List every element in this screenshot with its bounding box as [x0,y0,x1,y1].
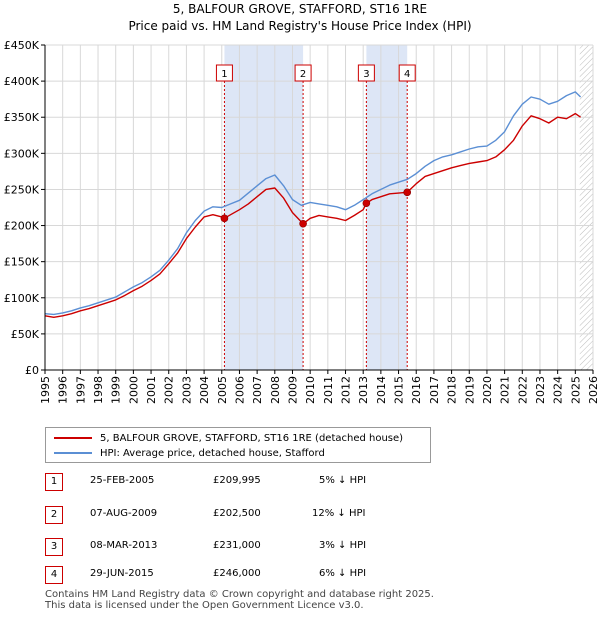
legend-item-property: 5, BALFOUR GROVE, STAFFORD, ST16 1RE (de… [54,431,403,445]
x-tick-label: 2013 [357,376,370,404]
x-tick-label: 2023 [534,376,547,404]
x-tick-label: 2020 [481,376,494,404]
x-tick-label: 1997 [74,376,87,404]
x-tick-label: 2021 [499,376,512,404]
footer-line-2: This data is licensed under the Open Gov… [45,600,364,611]
table-row: 2 07-AUG-2009 £202,500 12% ↓ HPI [45,506,465,524]
sale-number-label: 1 [221,69,227,80]
sale-point [362,199,371,207]
sale-price: £246,000 [213,568,261,579]
x-tick-label: 1999 [110,376,123,404]
sale-number-label: 3 [363,69,369,80]
sale-point [220,214,229,223]
x-tick-label: 2025 [569,376,582,404]
sale-number-box [398,64,416,82]
sale-hpi-diff: 12% ↓ HPI [312,508,366,519]
sale-point [299,219,307,228]
table-row: 1 25-FEB-2005 £209,995 5% ↓ HPI [45,473,465,491]
x-tick-label: 2003 [180,376,193,404]
legend-item-hpi: HPI: Average price, detached house, Staf… [54,446,325,460]
y-tick-label: £50K [11,328,40,341]
chart-legend: 5, BALFOUR GROVE, STAFFORD, ST16 1RE (de… [45,427,431,463]
sale-price: £209,995 [213,475,261,486]
sale-point [403,188,412,197]
sale-hpi-diff: 6% ↓ HPI [319,568,367,579]
y-tick-label: £150K [4,256,40,269]
x-tick-label: 2014 [375,376,388,404]
plot-area [45,45,593,370]
x-tick-label: 2018 [446,376,459,404]
x-tick-label: 1996 [57,376,70,404]
sale-number-label: 2 [300,69,306,80]
y-tick-label: £400K [4,75,40,88]
sale-hpi-diff: 3% ↓ HPI [319,540,367,551]
sale-number-badge: 4 [45,566,63,584]
chart-title: 5, BALFOUR GROVE, STAFFORD, ST16 1RE [172,2,428,16]
x-tick-label: 2010 [304,376,317,404]
y-tick-label: £350K [4,111,40,124]
x-tick-label: 2007 [251,376,264,404]
x-tick-label: 2008 [269,376,282,404]
sale-number-badge: 3 [45,538,63,556]
forecast-hatch [579,45,593,370]
series-line-hpi [44,91,582,316]
x-tick-label: 2015 [393,376,406,404]
x-tick-label: 2001 [145,376,158,404]
chart-subtitle: Price paid vs. HM Land Registry's House … [128,19,472,33]
x-tick-label: 2022 [516,376,529,404]
x-tick-label: 2024 [552,376,565,404]
table-row: 4 29-JUN-2015 £246,000 6% ↓ HPI [45,566,465,584]
sale-period-shade [366,45,408,370]
sale-price: £202,500 [213,508,261,519]
sale-number-box [357,64,375,82]
legend-label-hpi: HPI: Average price, detached house, Staf… [100,447,325,459]
footer-attribution: Contains HM Land Registry data © Crown c… [45,589,434,611]
legend-label-property: 5, BALFOUR GROVE, STAFFORD, ST16 1RE (de… [100,432,404,444]
sale-number-badge: 1 [45,473,63,491]
sale-number-box [294,64,312,82]
x-tick-label: 2002 [163,376,176,404]
series-line-property [44,112,581,318]
price-chart: 1 2 3 4 £0 £50K £100K £150K £200K £250K £300K £350… [4,39,600,404]
x-tick-label: 2004 [198,376,211,404]
y-tick-label: £300K [4,147,40,160]
legend-swatch-hpi [54,452,92,454]
footer-line-1: Contains HM Land Registry data © Crown c… [45,589,434,600]
sale-date: 07-AUG-2009 [90,508,158,519]
sale-number-box [215,64,233,82]
table-row: 3 08-MAR-2013 £231,000 3% ↓ HPI [45,538,465,556]
x-tick-label: 2000 [127,376,140,404]
x-tick-label: 2006 [233,376,246,404]
x-tick-label: 2011 [322,376,335,404]
x-tick-label: 2016 [410,376,423,404]
sale-price: £231,000 [213,540,261,551]
x-tick-label: 2012 [340,376,353,404]
x-tick-label: 2026 [587,376,600,404]
x-tick-label: 2005 [216,376,229,404]
y-tick-label: £250K [4,183,40,196]
x-tick-label: 2017 [428,376,441,404]
y-tick-label: £200K [4,220,40,233]
x-tick-label: 2019 [463,376,476,404]
sale-date: 29-JUN-2015 [90,568,154,579]
sale-date: 08-MAR-2013 [90,540,158,551]
y-tick-label: £450K [4,39,40,52]
x-tick-label: 1998 [92,376,105,404]
y-tick-label: £0 [25,364,39,377]
sale-hpi-diff: 5% ↓ HPI [319,475,367,486]
x-tick-label: 1995 [39,376,52,404]
sale-number-badge: 2 [45,506,63,524]
x-tick-label: 2009 [286,376,299,404]
sale-date: 25-FEB-2005 [90,475,155,486]
legend-swatch-property [54,437,92,439]
sale-number-label: 4 [404,69,410,80]
sale-period-shade [224,45,304,370]
y-tick-label: £100K [4,292,40,305]
